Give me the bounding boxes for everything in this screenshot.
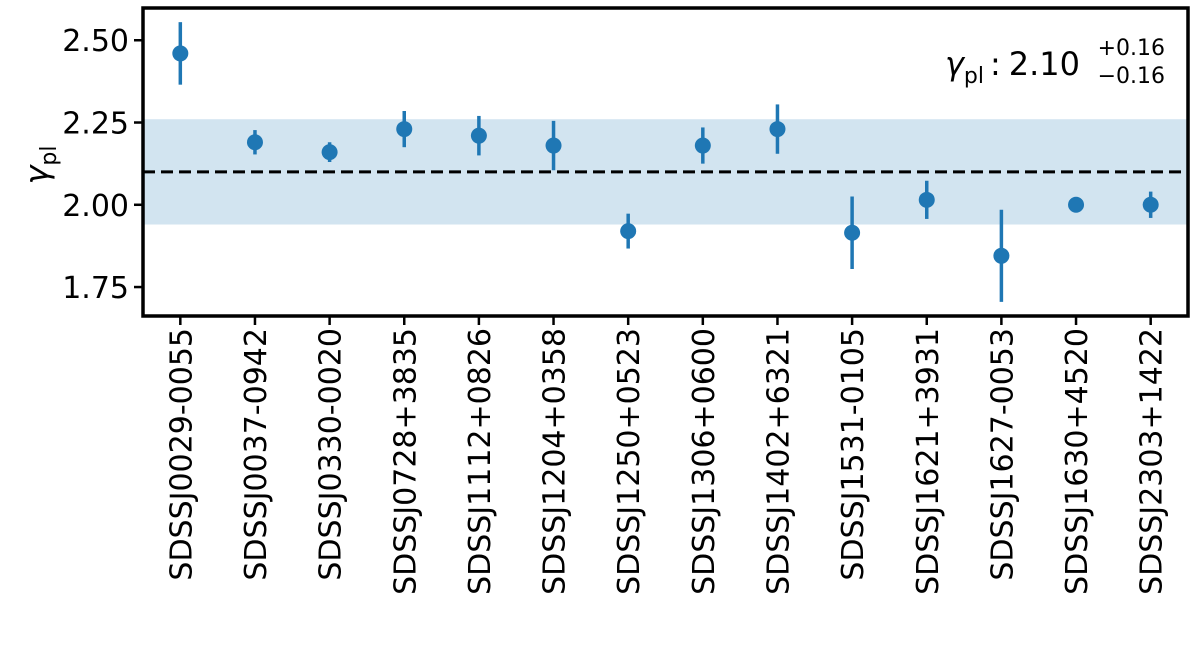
y-tick-label: 2.50: [62, 24, 129, 59]
y-axis-label: γpl: [18, 145, 62, 184]
x-tick-label: SDSSJ0029-0055: [164, 328, 199, 581]
x-tick-label: SDSSJ1621+3931: [911, 328, 946, 595]
data-point: [396, 121, 413, 138]
data-point: [844, 224, 861, 241]
data-point: [246, 134, 263, 151]
annotation-err-plus: +0.16: [1098, 36, 1165, 61]
data-point: [1142, 196, 1159, 213]
x-tick-label: SDSSJ1204+0358: [538, 328, 573, 595]
y-label-subscript: pl: [37, 145, 62, 165]
plot-frame: [141, 6, 1190, 318]
data-point: [172, 45, 189, 62]
data-point: [993, 247, 1010, 264]
annotation-symbol: γ: [945, 45, 966, 83]
x-tick-label: SDSSJ0330-0020: [314, 328, 349, 581]
plot-area: 1.75 2.00 2.25 2.50 SDSSJ0029-0055 SDSSJ0037-…: [62, 6, 1190, 595]
x-tick-label: SDSSJ1531-0105: [836, 328, 871, 581]
annotation-err-minus: −0.16: [1098, 64, 1165, 89]
x-tick-label: SDSSJ0728+3835: [388, 328, 423, 595]
x-tick-label: SDSSJ1250+0523: [612, 328, 647, 595]
x-tick-label: SDSSJ1627-0053: [985, 328, 1020, 581]
annotation-value: 2.10: [1009, 45, 1080, 83]
data-point: [694, 137, 711, 154]
y-tick-label: 2.25: [62, 107, 129, 142]
x-tick-label: SDSSJ1112+0826: [463, 328, 498, 595]
data-point: [545, 137, 562, 154]
annotation-subscript: pl: [964, 64, 984, 89]
x-tick-label: SDSSJ0037-0942: [239, 328, 274, 581]
annotation: γpl:2.10: [945, 45, 1080, 89]
data-point: [321, 144, 338, 161]
data-point: [470, 127, 487, 144]
y-tick-label: 2.00: [62, 189, 129, 224]
x-tick-label: SDSSJ1306+0600: [687, 328, 722, 595]
x-tick-label: SDSSJ2303+1422: [1135, 328, 1170, 595]
y-tick-label: 1.75: [62, 271, 129, 306]
data-point: [918, 191, 935, 208]
data-point: [1068, 196, 1085, 213]
data-point: [769, 121, 786, 138]
data-point: [620, 223, 637, 240]
y-label-symbol: γ: [18, 164, 56, 185]
x-tick-label: SDSSJ1402+6321: [761, 328, 796, 595]
annotation-separator: :: [990, 45, 1001, 83]
x-tick-label: SDSSJ1630+4520: [1060, 328, 1095, 595]
